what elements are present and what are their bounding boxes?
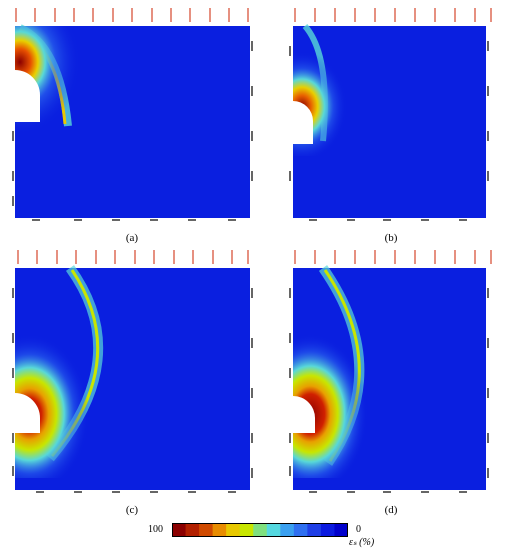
- load-arrows: [294, 250, 492, 264]
- panel-d: [283, 248, 498, 498]
- colorbar-min-label: 0: [356, 524, 361, 535]
- colorbar: [172, 523, 349, 537]
- colorbar-swatch: [293, 523, 308, 537]
- colorbar-swatch: [266, 523, 281, 537]
- anchor-cutout: [293, 396, 315, 433]
- colorbar-swatch: [307, 523, 322, 537]
- caption-a: (a): [125, 232, 139, 244]
- panel-b: [283, 6, 498, 226]
- panel-a: [10, 6, 255, 226]
- colorbar-swatch: [185, 523, 200, 537]
- load-arrows: [15, 8, 249, 22]
- colorbar-swatch: [253, 523, 268, 537]
- support-marks: [289, 288, 489, 493]
- caption-d: (d): [384, 504, 398, 516]
- anchor-cutout: [15, 70, 40, 122]
- colorbar-max-label: 100: [148, 524, 163, 535]
- caption-c: (c): [125, 504, 139, 516]
- colorbar-swatch: [199, 523, 214, 537]
- anchor-cutout: [293, 101, 313, 144]
- support-marks: [12, 288, 253, 493]
- colorbar-swatch: [320, 523, 335, 537]
- colorbar-swatch: [239, 523, 254, 537]
- support-marks: [12, 41, 253, 221]
- anchor-cutout: [15, 393, 40, 433]
- colorbar-swatch: [212, 523, 227, 537]
- load-arrows: [294, 8, 492, 22]
- colorbar-swatch: [226, 523, 241, 537]
- colorbar-unit-label: εₛ (%): [349, 537, 375, 548]
- colorbar-swatch: [280, 523, 295, 537]
- colorbar-swatch: [172, 523, 187, 537]
- colorbar-border: [172, 523, 348, 537]
- load-arrows: [17, 250, 249, 264]
- panel-c: [10, 248, 255, 498]
- support-marks: [289, 41, 489, 221]
- colorbar-swatch: [334, 523, 349, 537]
- caption-b: (b): [384, 232, 398, 244]
